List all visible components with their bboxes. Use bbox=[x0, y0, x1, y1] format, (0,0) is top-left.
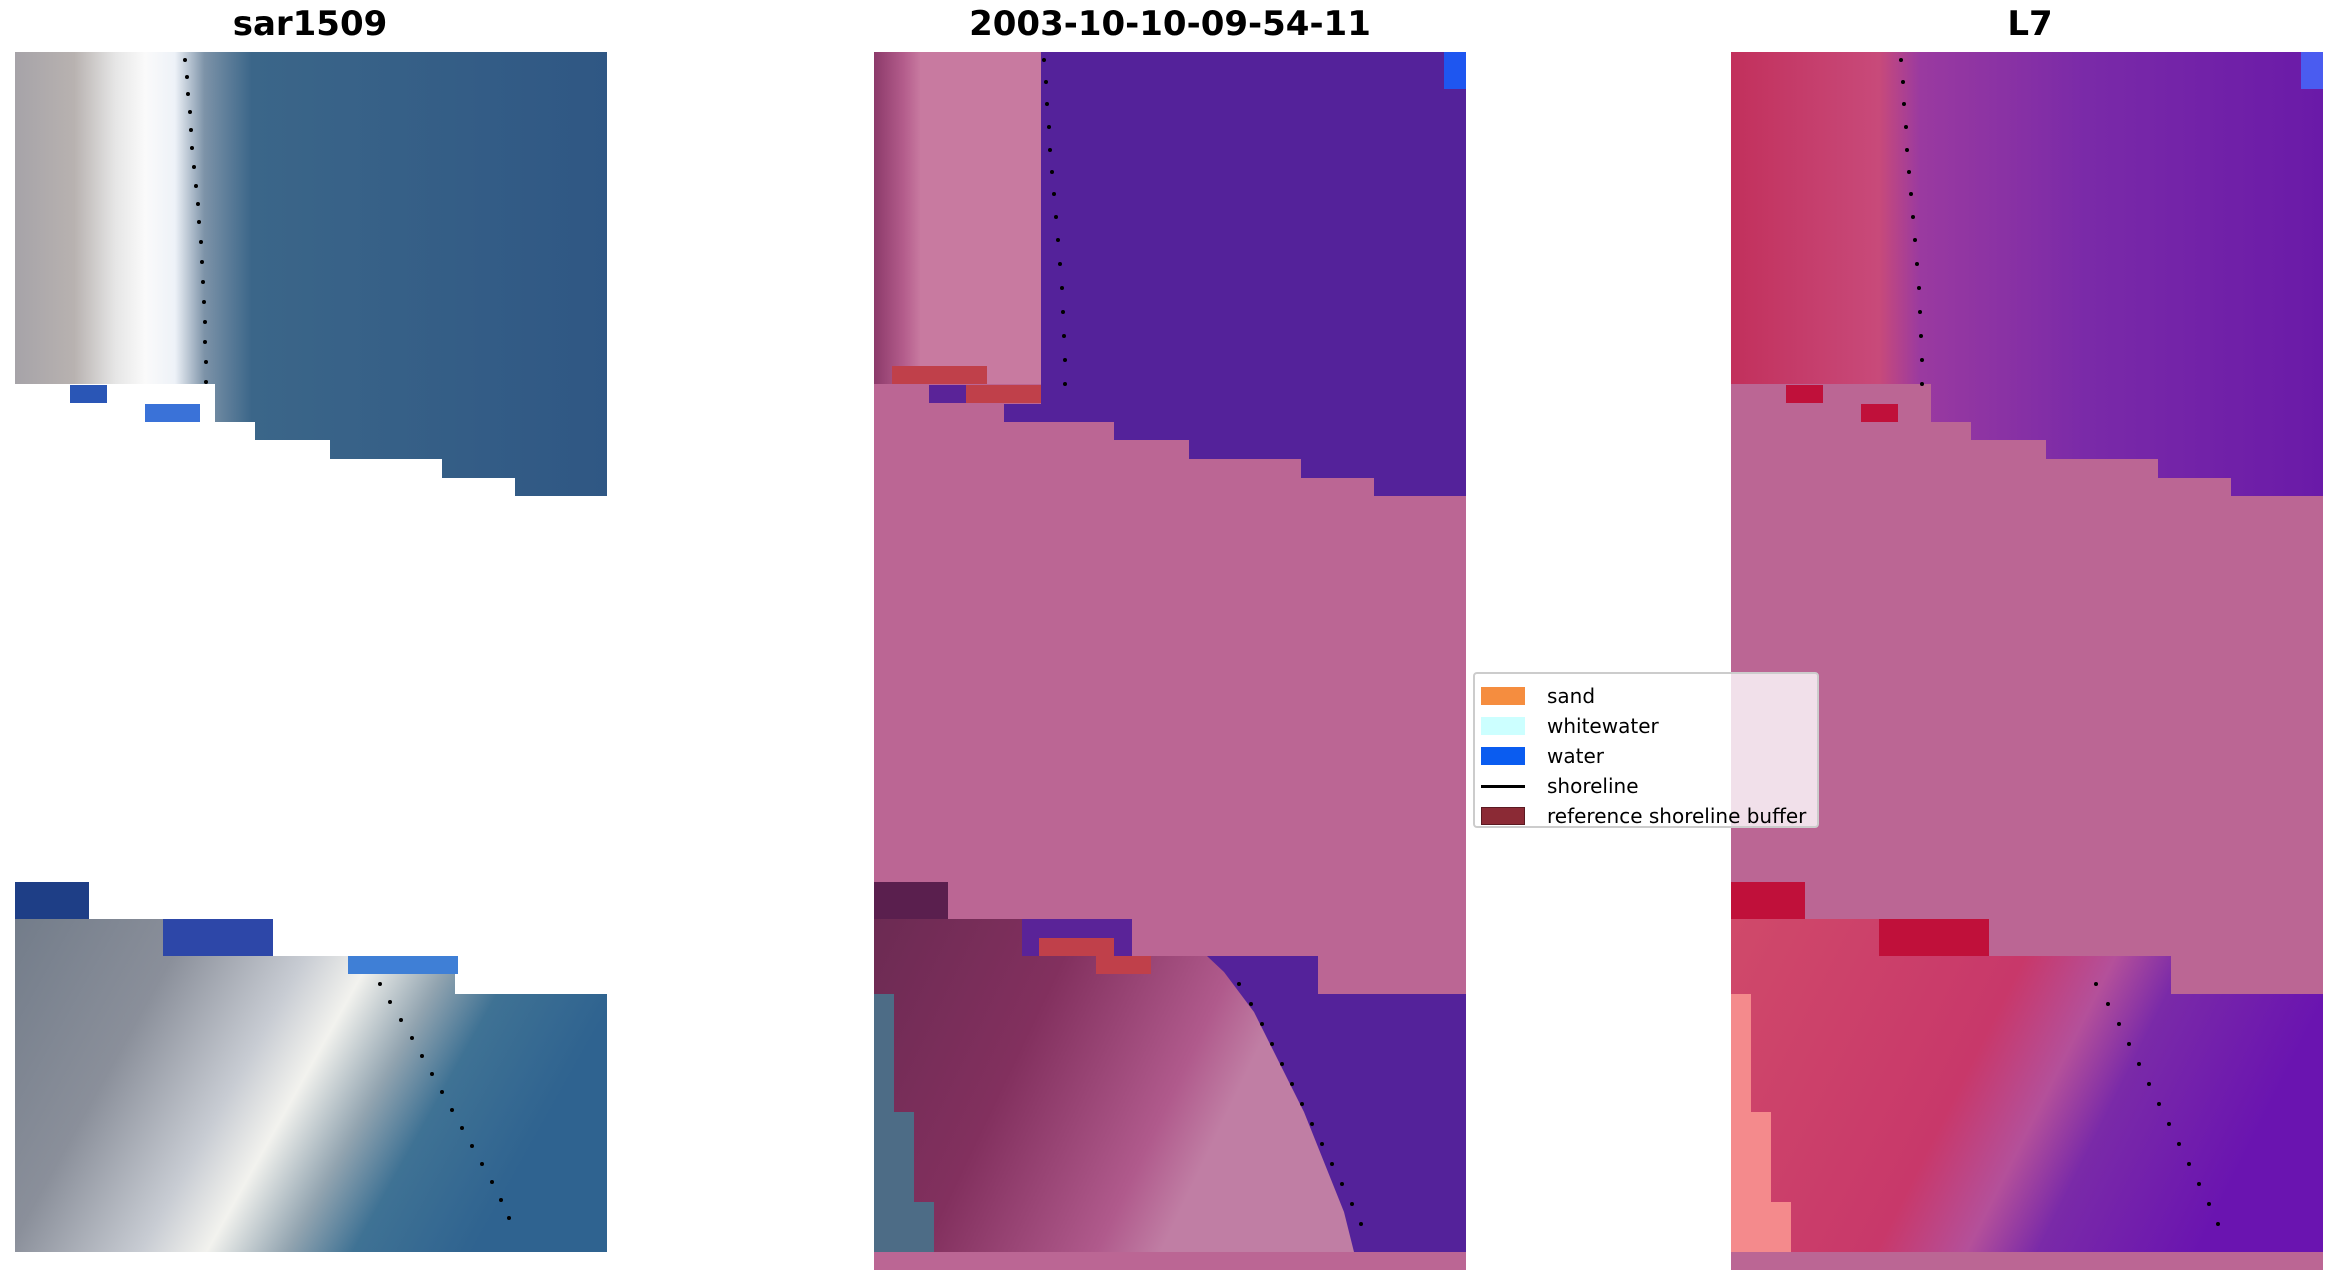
legend-item-whitewater: whitewater bbox=[1481, 712, 1659, 740]
rgb-bottom-region bbox=[15, 882, 607, 1252]
panel-title-l7: L7 bbox=[2007, 4, 2053, 44]
legend-label-water: water bbox=[1547, 744, 1604, 768]
legend-label-sand: sand bbox=[1547, 684, 1596, 708]
rgb-shoreline-top bbox=[183, 58, 208, 384]
legend-label-buffer: reference shoreline buffer bbox=[1547, 804, 1807, 828]
rgb-shoreline-bottom bbox=[378, 982, 511, 1220]
legend-label-shoreline: shoreline bbox=[1547, 774, 1639, 798]
legend-swatch-water bbox=[1481, 747, 1525, 765]
sand-class-bottom bbox=[874, 882, 1466, 1252]
legend-swatch-sand bbox=[1481, 687, 1525, 705]
legend-label-whitewater: whitewater bbox=[1547, 714, 1659, 738]
sand-class-top bbox=[874, 52, 1041, 384]
legend-item-shoreline: shoreline bbox=[1481, 772, 1639, 800]
rgb-image-panel bbox=[15, 52, 607, 1252]
rgb-top-region bbox=[15, 52, 607, 496]
legend-item-sand: sand bbox=[1481, 682, 1595, 710]
water-class-top bbox=[1004, 52, 1466, 496]
panel-title-sar1509: sar1509 bbox=[232, 4, 388, 44]
l7-top-region bbox=[1731, 52, 2323, 496]
water-class-bottom bbox=[1207, 956, 1466, 1252]
legend-item-buffer: reference shoreline buffer bbox=[1481, 802, 1806, 830]
legend-swatch-whitewater bbox=[1481, 717, 1525, 735]
legend-item-water: water bbox=[1481, 742, 1604, 770]
legend-line-shoreline bbox=[1481, 784, 1525, 788]
classified-image bbox=[874, 52, 1466, 1270]
l7-salmon-area bbox=[1731, 994, 1791, 1252]
legend: sand whitewater water shoreline referenc… bbox=[1473, 672, 1819, 828]
classified-image-panel bbox=[874, 52, 1466, 1272]
rgb-image bbox=[15, 52, 607, 1252]
l7-image-panel bbox=[1731, 52, 2323, 1272]
l7-bottom-region bbox=[1731, 900, 2323, 1252]
panel-title-date: 2003-10-10-09-54-11 bbox=[969, 4, 1371, 44]
l7-image bbox=[1731, 52, 2323, 1270]
legend-swatch-buffer bbox=[1481, 807, 1525, 825]
